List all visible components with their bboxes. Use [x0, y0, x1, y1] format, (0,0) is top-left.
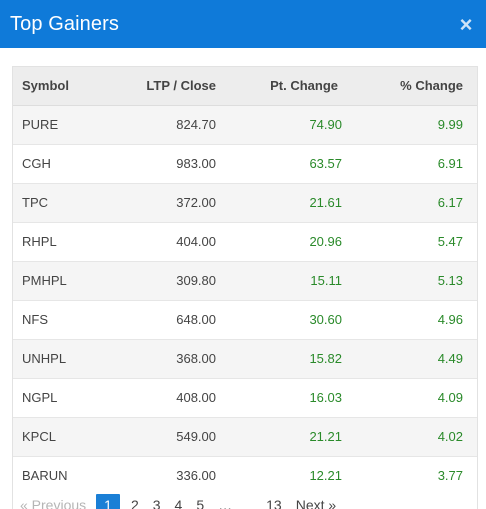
- gainers-table: Symbol LTP / Close Pt. Change % Change P…: [13, 67, 477, 495]
- pt-change-cell: 63.57: [309, 156, 342, 171]
- symbol-cell: KPCL: [22, 429, 56, 444]
- ltp-cell: 408.00: [176, 390, 216, 405]
- table-row[interactable]: NGPL 408.00 16.03 4.09: [13, 378, 477, 417]
- symbol-cell: UNHPL: [22, 351, 67, 366]
- pt-change-cell: 21.61: [309, 195, 342, 210]
- pt-change-cell: 30.60: [309, 312, 342, 327]
- table-row[interactable]: TPC 372.00 21.61 6.17: [13, 183, 477, 222]
- pct-change-cell: 5.13: [437, 273, 463, 288]
- pt-change-cell: 21.21: [309, 429, 342, 444]
- table-row[interactable]: PURE 824.70 74.90 9.99: [13, 105, 477, 144]
- close-icon[interactable]: ×: [459, 12, 473, 37]
- column-header-pt-change: Pt. Change: [225, 67, 350, 106]
- modal-header: Top Gainers ×: [0, 0, 486, 48]
- pct-change-cell: 9.99: [437, 117, 463, 132]
- pagination-ellipsis: …: [218, 497, 233, 509]
- page-button-3[interactable]: 3: [152, 497, 161, 509]
- table-row[interactable]: PMHPL 309.80 15.11 5.13: [13, 261, 477, 300]
- table-row[interactable]: NFS 648.00 30.60 4.96: [13, 300, 477, 339]
- modal-title: Top Gainers: [10, 12, 119, 35]
- column-header-ltp: LTP / Close: [125, 67, 225, 106]
- pct-change-cell: 3.77: [437, 468, 463, 484]
- ltp-cell: 983.00: [176, 156, 216, 171]
- column-header-pct-change: % Change: [350, 67, 477, 106]
- pt-change-cell: 16.03: [309, 390, 342, 405]
- symbol-cell: NFS: [22, 312, 48, 327]
- ltp-cell: 368.00: [176, 351, 216, 366]
- next-page-button[interactable]: Next »: [295, 497, 337, 509]
- previous-page-button[interactable]: « Previous: [20, 497, 87, 509]
- page-button-1[interactable]: 1: [96, 494, 120, 509]
- pct-change-cell: 4.09: [437, 390, 463, 405]
- pt-change-cell: 20.96: [309, 234, 342, 249]
- table-row[interactable]: KPCL 549.00 21.21 4.02: [13, 417, 477, 456]
- page-button-2[interactable]: 2: [130, 497, 139, 509]
- ltp-cell: 309.80: [176, 273, 216, 288]
- page-button-13[interactable]: 13: [266, 497, 282, 509]
- table-row[interactable]: UNHPL 368.00 15.82 4.49: [13, 339, 477, 378]
- symbol-cell: PURE: [22, 117, 59, 132]
- pct-change-cell: 4.49: [437, 351, 463, 366]
- symbol-cell: NGPL: [22, 390, 58, 405]
- column-header-symbol: Symbol: [13, 67, 125, 106]
- ltp-cell: 824.70: [176, 117, 216, 132]
- symbol-cell: TPC: [22, 195, 48, 210]
- page-button-4[interactable]: 4: [174, 497, 183, 509]
- pt-change-cell: 15.11: [310, 273, 342, 288]
- table-header-row: Symbol LTP / Close Pt. Change % Change: [13, 67, 477, 106]
- pt-change-cell: 15.82: [309, 351, 342, 366]
- pt-change-cell: 12.21: [309, 468, 342, 484]
- symbol-cell: BARUN: [22, 468, 68, 484]
- pct-change-cell: 4.02: [437, 429, 463, 444]
- pct-change-cell: 4.96: [437, 312, 463, 327]
- symbol-cell: PMHPL: [22, 273, 67, 288]
- page-button-5[interactable]: 5: [196, 497, 205, 509]
- ltp-cell: 648.00: [176, 312, 216, 327]
- pct-change-cell: 6.91: [437, 156, 463, 171]
- table-row[interactable]: BARUN 336.00 12.21 3.77: [13, 456, 477, 495]
- table-row[interactable]: RHPL 404.00 20.96 5.47: [13, 222, 477, 261]
- ltp-cell: 372.00: [176, 195, 216, 210]
- pt-change-cell: 74.90: [309, 117, 342, 132]
- ltp-cell: 549.00: [176, 429, 216, 444]
- ltp-cell: 336.00: [176, 468, 216, 484]
- symbol-cell: RHPL: [22, 234, 57, 249]
- pct-change-cell: 6.17: [437, 195, 463, 210]
- gainers-table-panel: Symbol LTP / Close Pt. Change % Change P…: [12, 66, 478, 509]
- symbol-cell: CGH: [22, 156, 51, 171]
- ltp-cell: 404.00: [176, 234, 216, 249]
- pct-change-cell: 5.47: [437, 234, 463, 249]
- pagination: « Previous 1 2 3 4 5 … 13 Next »: [12, 494, 478, 509]
- table-row[interactable]: CGH 983.00 63.57 6.91: [13, 144, 477, 183]
